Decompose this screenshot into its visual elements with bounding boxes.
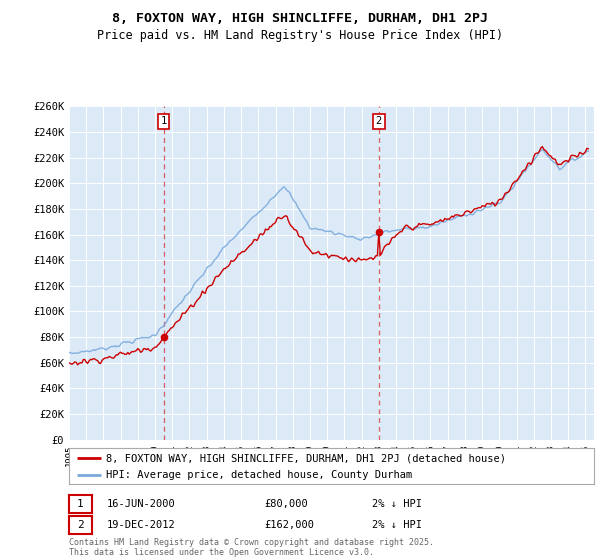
- Text: Contains HM Land Registry data © Crown copyright and database right 2025.
This d: Contains HM Land Registry data © Crown c…: [69, 538, 434, 557]
- Text: 19-DEC-2012: 19-DEC-2012: [107, 520, 176, 530]
- Text: 1: 1: [77, 499, 84, 509]
- Text: £80,000: £80,000: [264, 499, 308, 509]
- Text: 1: 1: [161, 116, 167, 127]
- Text: 8, FOXTON WAY, HIGH SHINCLIFFE, DURHAM, DH1 2PJ (detached house): 8, FOXTON WAY, HIGH SHINCLIFFE, DURHAM, …: [106, 453, 506, 463]
- Text: Price paid vs. HM Land Registry's House Price Index (HPI): Price paid vs. HM Land Registry's House …: [97, 29, 503, 42]
- Text: 2: 2: [77, 520, 84, 530]
- Text: 2% ↓ HPI: 2% ↓ HPI: [372, 499, 422, 509]
- Text: 2: 2: [376, 116, 382, 127]
- Text: £162,000: £162,000: [264, 520, 314, 530]
- Text: 8, FOXTON WAY, HIGH SHINCLIFFE, DURHAM, DH1 2PJ: 8, FOXTON WAY, HIGH SHINCLIFFE, DURHAM, …: [112, 12, 488, 25]
- Text: 2% ↓ HPI: 2% ↓ HPI: [372, 520, 422, 530]
- Text: 16-JUN-2000: 16-JUN-2000: [107, 499, 176, 509]
- Text: HPI: Average price, detached house, County Durham: HPI: Average price, detached house, Coun…: [106, 470, 412, 480]
